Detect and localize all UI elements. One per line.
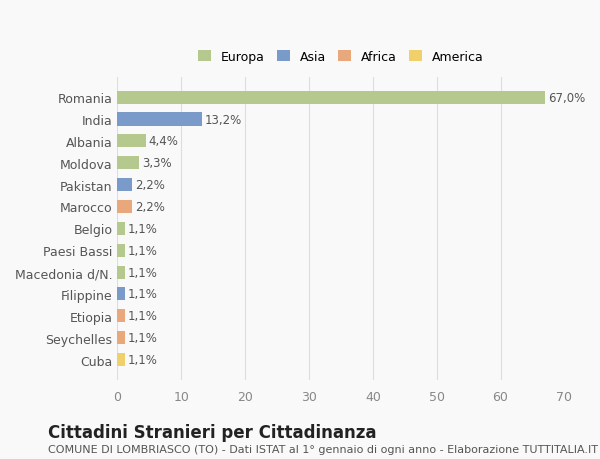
Text: 1,1%: 1,1% [128,331,158,344]
Text: 1,1%: 1,1% [128,310,158,323]
Text: 2,2%: 2,2% [135,201,164,213]
Text: 1,1%: 1,1% [128,353,158,366]
Bar [118,353,125,366]
Bar [118,201,131,213]
Bar [118,331,125,345]
Bar [118,266,125,279]
Bar [118,222,125,235]
Bar [118,135,146,148]
Text: 1,1%: 1,1% [128,266,158,279]
Bar [118,244,125,257]
Bar [118,91,545,105]
Bar [118,179,131,192]
Text: Cittadini Stranieri per Cittadinanza: Cittadini Stranieri per Cittadinanza [48,423,377,441]
Text: 3,3%: 3,3% [142,157,172,170]
Text: 1,1%: 1,1% [128,244,158,257]
Text: COMUNE DI LOMBRIASCO (TO) - Dati ISTAT al 1° gennaio di ogni anno - Elaborazione: COMUNE DI LOMBRIASCO (TO) - Dati ISTAT a… [48,444,598,454]
Text: 1,1%: 1,1% [128,288,158,301]
Text: 2,2%: 2,2% [135,179,164,192]
Legend: Europa, Asia, Africa, America: Europa, Asia, Africa, America [192,45,490,70]
Bar [118,157,139,170]
Bar [118,309,125,323]
Text: 67,0%: 67,0% [548,91,586,104]
Text: 4,4%: 4,4% [149,135,179,148]
Bar [118,113,202,126]
Text: 13,2%: 13,2% [205,113,242,126]
Text: 1,1%: 1,1% [128,222,158,235]
Bar [118,288,125,301]
